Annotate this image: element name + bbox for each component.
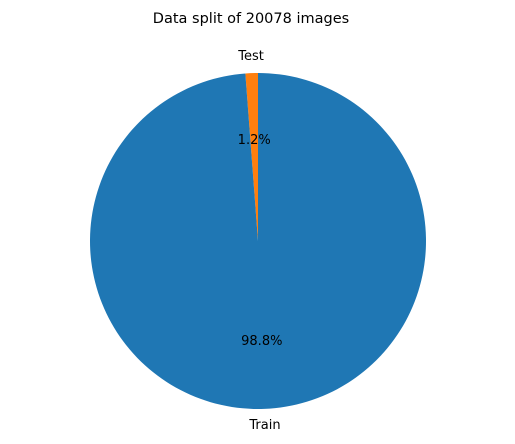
slice-label-train: Train bbox=[248, 418, 280, 433]
percent-label-test: 1.2% bbox=[238, 133, 271, 148]
pie-labels: Test 1.2% Train 98.8% bbox=[237, 49, 282, 433]
pie-slices bbox=[89, 73, 427, 409]
pie-slice-train bbox=[89, 73, 427, 409]
percent-label-train: 98.8% bbox=[241, 334, 282, 349]
slice-label-test: Test bbox=[237, 49, 264, 64]
pie-slice-test bbox=[245, 73, 258, 241]
chart-title: Data split of 20078 images bbox=[153, 11, 349, 27]
